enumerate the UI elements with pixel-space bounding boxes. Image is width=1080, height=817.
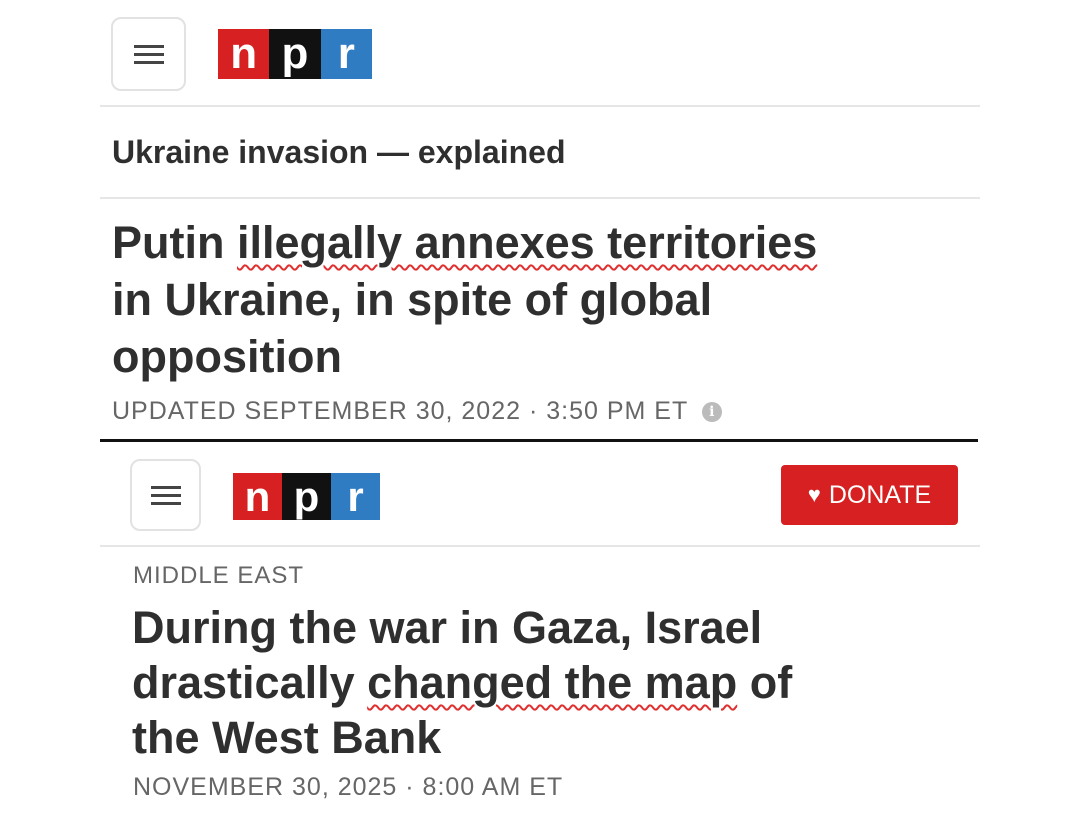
- section-link[interactable]: MIDDLE EAST: [133, 562, 305, 589]
- npr-logo[interactable]: n p r: [218, 29, 372, 79]
- headline-text: During the war in Gaza, Israel: [132, 602, 763, 653]
- logo-r: r: [320, 29, 372, 79]
- headline-text: of: [737, 657, 793, 708]
- logo-p: p: [269, 29, 321, 79]
- article-headline: Putin illegally annexes territories in U…: [112, 214, 817, 385]
- headline-text: Putin: [112, 217, 237, 268]
- donate-button[interactable]: ♥ DONATE: [781, 465, 958, 525]
- hamburger-icon: [150, 481, 181, 510]
- kicker-link[interactable]: Ukraine invasion — explained: [112, 134, 566, 170]
- headline-text: in Ukraine, in spite of global: [112, 274, 713, 325]
- underlined-text: changed the map: [367, 657, 738, 708]
- logo-n: n: [233, 473, 282, 520]
- logo-p: p: [282, 473, 331, 520]
- heart-icon: ♥: [807, 482, 821, 507]
- menu-button[interactable]: [111, 17, 186, 91]
- logo-r: r: [331, 473, 380, 520]
- headline-text: the West Bank: [132, 712, 442, 763]
- publish-date: NOVEMBER 30, 2025 · 8:00 AM ET: [133, 773, 564, 801]
- npr-logo[interactable]: n p r: [233, 473, 380, 520]
- headline-text: opposition: [112, 331, 342, 382]
- timestamp-text: UPDATED SEPTEMBER 30, 2022 · 3:50 PM ET: [112, 397, 689, 425]
- logo-n: n: [218, 29, 270, 79]
- menu-button[interactable]: [130, 459, 201, 531]
- divider: [100, 545, 980, 547]
- divider: [100, 197, 980, 199]
- underlined-text: illegally annexes territories: [236, 217, 818, 268]
- headline-text: drastically: [132, 657, 368, 708]
- updated-timestamp: UPDATED SEPTEMBER 30, 2022 · 3:50 PM ET …: [112, 397, 723, 426]
- hamburger-icon: [133, 40, 164, 69]
- info-icon[interactable]: i: [702, 401, 723, 422]
- donate-label: DONATE: [828, 480, 932, 509]
- divider: [100, 105, 980, 107]
- screenshot-separator: [100, 439, 978, 442]
- article-headline: During the war in Gaza, Israel drastical…: [132, 600, 792, 765]
